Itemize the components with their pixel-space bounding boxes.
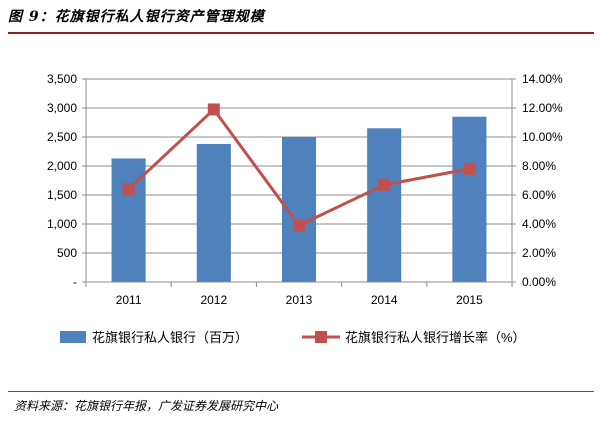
right-axis-tick-label: 2.00% — [522, 246, 556, 260]
x-axis-tick-label: 2012 — [200, 293, 227, 307]
growth-marker — [207, 103, 220, 116]
source-rule — [8, 391, 594, 392]
right-axis-tick-label: 4.00% — [522, 217, 556, 231]
bar — [367, 128, 402, 282]
x-axis-tick-label: 2015 — [456, 293, 483, 307]
tick-labels: - 0.00% 500 2.00% 1,000 4.00% 1,500 6.00% 2,000 8… — [47, 72, 563, 307]
left-axis-tick-label: 2,000 — [47, 159, 77, 173]
axes — [82, 78, 516, 287]
left-axis-tick-label: 3,500 — [47, 72, 77, 86]
left-axis-tick-label: 3,000 — [47, 101, 77, 115]
x-axis-tick-label: 2011 — [116, 293, 142, 307]
growth-marker — [378, 178, 391, 191]
right-axis-tick-label: 6.00% — [522, 188, 556, 202]
right-axis-tick-label: 12.00% — [522, 101, 563, 115]
left-axis-tick-label: 1,000 — [47, 217, 77, 231]
right-axis-tick-label: 0.00% — [522, 275, 556, 289]
x-axis-tick-label: 2014 — [371, 293, 398, 307]
right-axis-tick-label: 8.00% — [522, 159, 556, 173]
right-axis-tick-label: 10.00% — [522, 130, 563, 144]
legend-swatch-bar — [60, 331, 86, 343]
left-axis-tick-label: 500 — [57, 246, 77, 260]
title-rule — [8, 32, 594, 34]
left-axis-tick-label: - — [73, 275, 77, 289]
figure-title: 图 9：花旗银行私人银行资产管理规模 — [8, 9, 265, 25]
x-axis-tick-label: 2013 — [286, 293, 313, 307]
source-note: 资料来源：花旗银行年报，广发证券发展研究中心 — [14, 399, 279, 413]
chart: - 0.00% 500 2.00% 1,000 4.00% 1,500 6.00% 2,000 8… — [47, 72, 563, 345]
growth-marker — [293, 219, 305, 232]
left-axis-tick-label: 2,500 — [47, 130, 77, 144]
bar — [452, 116, 487, 282]
legend: 花旗银行私人银行（百万） 花旗银行私人银行增长率（%） — [60, 330, 526, 345]
growth-marker — [122, 183, 135, 196]
left-axis-tick-label: 1,500 — [47, 188, 77, 202]
legend-label-line: 花旗银行私人银行增长率（%） — [345, 330, 526, 345]
line-series — [122, 103, 476, 232]
growth-marker — [463, 162, 476, 175]
bar-series — [111, 116, 487, 282]
right-axis-tick-label: 14.00% — [522, 72, 563, 86]
legend-label-bar: 花旗银行私人银行（百万） — [92, 330, 248, 345]
bar — [196, 143, 231, 282]
legend-swatch-marker — [315, 331, 327, 343]
